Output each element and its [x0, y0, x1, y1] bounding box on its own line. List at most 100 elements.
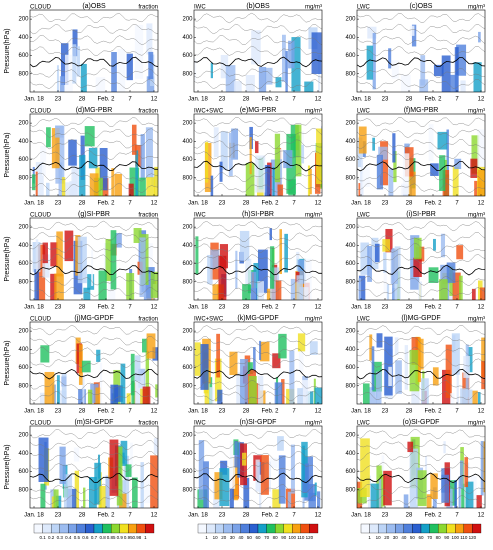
unit: mg/m³ [305, 5, 322, 11]
y-tick-label: 800 [182, 175, 193, 181]
colorbar-label: 0.95 [124, 535, 133, 540]
field-patch [428, 124, 434, 161]
field-patch [374, 243, 380, 263]
field-patch [390, 249, 399, 284]
contour [30, 494, 158, 505]
y-tick-label: 600 [18, 469, 29, 475]
field-patch [257, 281, 264, 300]
field-patch [203, 461, 209, 508]
field-patch [133, 228, 142, 243]
panel-title: (m)SI-GPDF [75, 419, 114, 426]
field-patch [295, 124, 302, 177]
x-tick-label: Jan. 18 [351, 409, 371, 415]
field-patch [150, 455, 158, 508]
contour [30, 45, 158, 56]
field-patch [259, 340, 262, 361]
x-tick-label: 7 [455, 409, 459, 415]
contour [357, 68, 485, 78]
x-tick-label: Feb. 2 [424, 201, 442, 207]
x-tick-label: 23 [219, 97, 226, 103]
field-patch [142, 338, 148, 353]
contour [357, 23, 485, 34]
contour [30, 67, 158, 79]
x-tick-label: 7 [128, 513, 132, 519]
contour [194, 221, 322, 232]
contour [30, 346, 158, 358]
x-tick-label: 23 [55, 513, 62, 519]
field-patch [426, 494, 432, 508]
contour [357, 336, 485, 347]
field-patch [130, 353, 135, 396]
field-patch [220, 54, 229, 79]
field-patch [46, 127, 51, 148]
x-tick-label: Jan. 18 [188, 97, 208, 103]
y-tick-label: 800 [182, 71, 193, 77]
colorbar-box [76, 523, 86, 534]
field-patch [126, 53, 133, 81]
y-tick-label: 200 [182, 433, 193, 439]
x-tick-label: Jan. 18 [24, 513, 44, 519]
field-patch [99, 362, 103, 404]
field-patch [83, 487, 86, 508]
field-patch [242, 284, 251, 300]
contour [30, 483, 158, 495]
plot-frame [29, 113, 159, 197]
field-patch [311, 32, 322, 74]
colorbar-box [309, 523, 319, 534]
contour [357, 346, 485, 357]
colorbar-box [395, 523, 405, 534]
colorbar-box [412, 523, 422, 534]
x-tick-label: Jan. 18 [24, 305, 44, 311]
field-patch [91, 249, 94, 286]
colorbar-label: 0.1 [39, 535, 46, 540]
field-patch [383, 267, 387, 294]
x-tick-label: 23 [382, 409, 389, 415]
field-patch [440, 233, 446, 258]
field-patch [51, 496, 56, 508]
field-patch [297, 259, 306, 284]
x-tick-label: 12 [315, 97, 322, 103]
field-patch [148, 51, 154, 80]
field-patch [40, 145, 47, 163]
field-patch [290, 278, 299, 300]
field-patch [214, 472, 223, 500]
x-tick-label: 28 [79, 513, 86, 519]
x-tick-label: 7 [292, 409, 296, 415]
field-patch [248, 375, 257, 404]
field-patch [134, 355, 141, 382]
field-patch [39, 392, 47, 404]
field-patch [274, 133, 281, 183]
field-patch [219, 468, 230, 507]
contour [194, 56, 322, 68]
contour [357, 34, 485, 46]
field-patch [59, 76, 65, 92]
y-tick-label: 400 [182, 243, 193, 249]
x-tick-label: Feb. 2 [424, 305, 442, 311]
field-patch [83, 287, 91, 300]
left-label: CLOUD [30, 421, 52, 427]
field-patch [126, 393, 131, 404]
field-patch [408, 171, 416, 196]
colorbar-box [110, 523, 120, 534]
contour [357, 286, 485, 297]
contour [194, 324, 322, 336]
field-patch [409, 25, 415, 36]
field-patch [79, 154, 86, 196]
field-patch [378, 146, 388, 160]
field-patch [143, 273, 152, 300]
contour [357, 484, 485, 495]
unit: fraction [138, 5, 158, 11]
y-tick-label: 600 [345, 261, 356, 267]
field-patch [195, 236, 199, 275]
contour [194, 35, 322, 46]
contour [194, 391, 322, 402]
field-patch [301, 144, 305, 164]
contour [30, 13, 158, 23]
y-tick-label: 800 [18, 175, 29, 181]
contour [194, 472, 322, 484]
contour [30, 138, 158, 150]
field-patch [234, 441, 238, 468]
field-patch [257, 249, 268, 293]
colorbar-label: 110 [460, 535, 468, 540]
colorbar-box [214, 523, 224, 534]
